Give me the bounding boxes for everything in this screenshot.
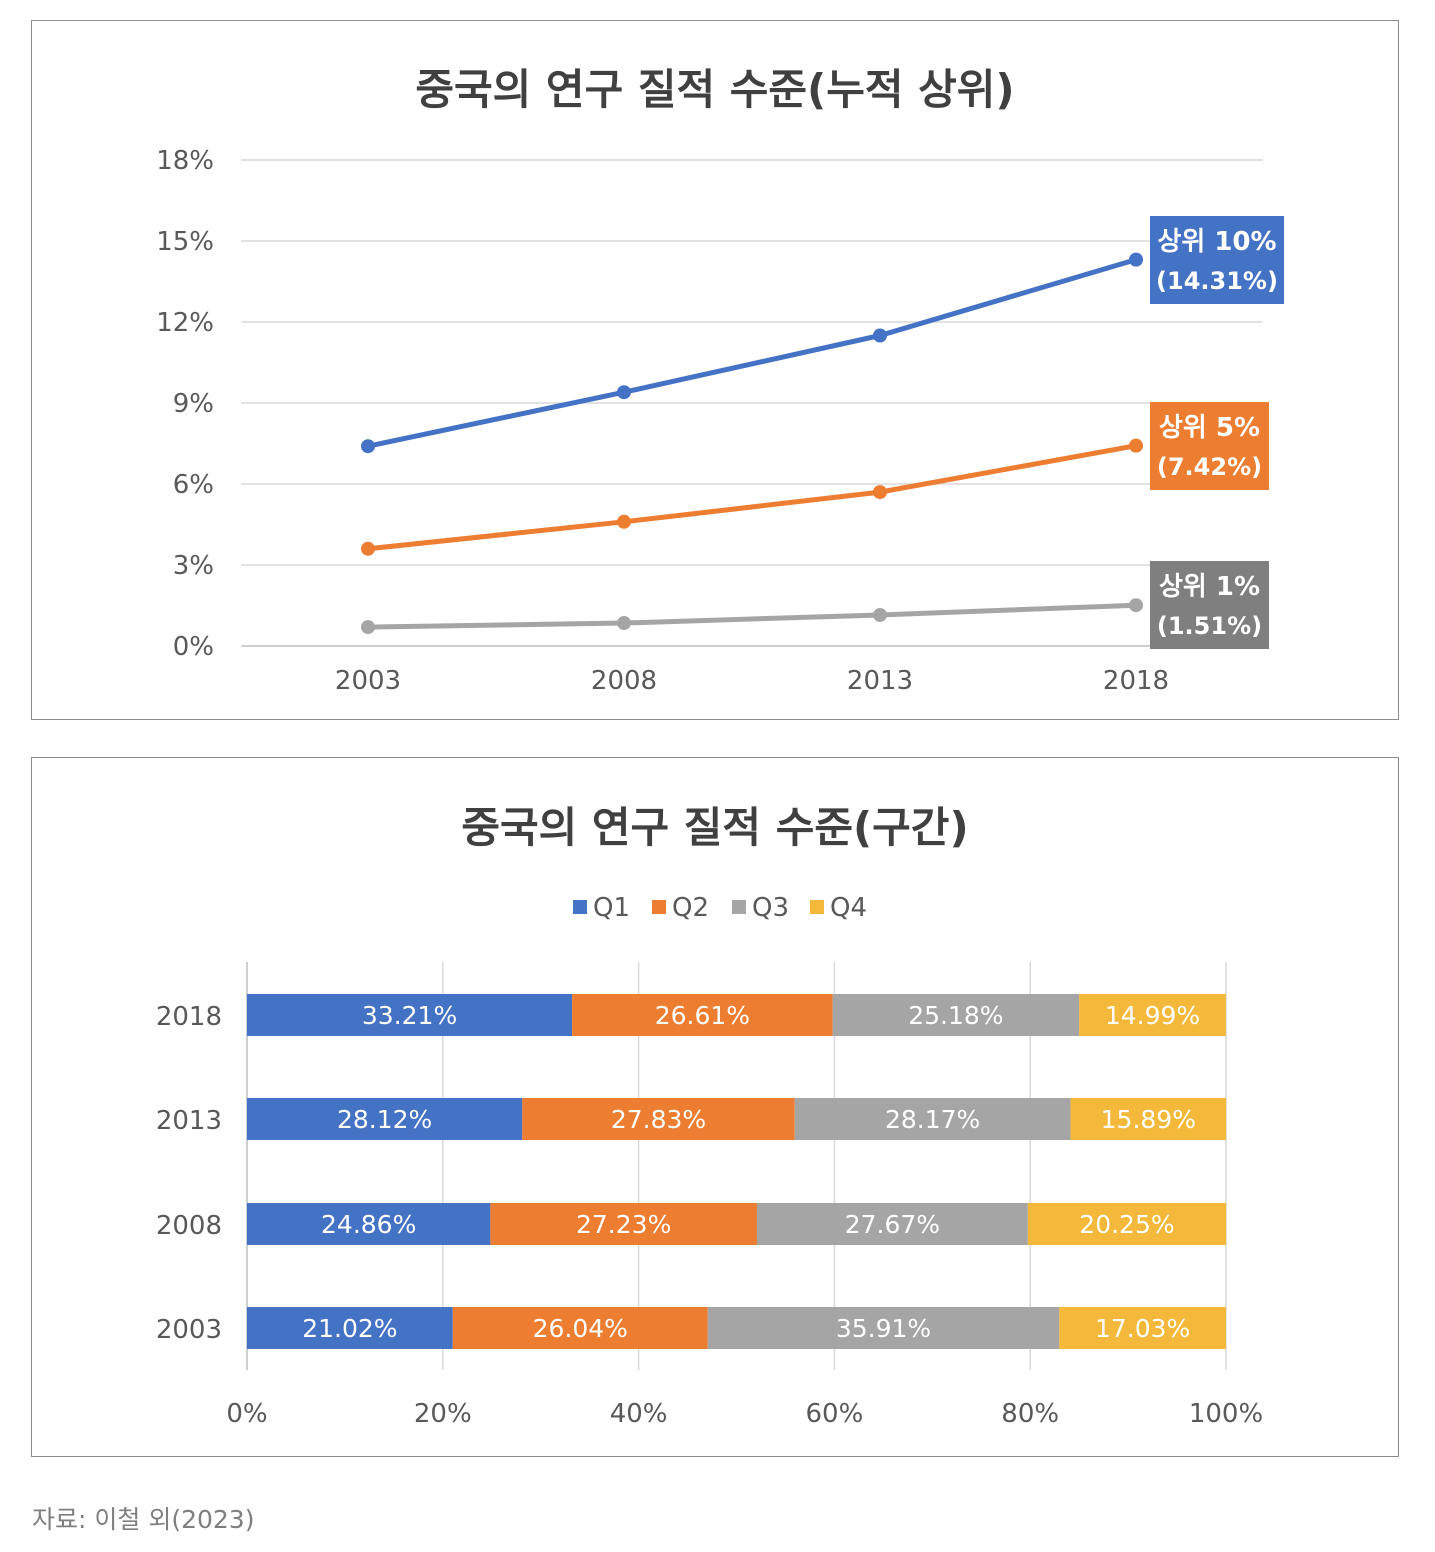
data-label: 21.02% — [302, 1314, 397, 1343]
legend-swatch — [652, 900, 666, 914]
end-label-box — [1150, 402, 1269, 490]
y-tick-label: 6% — [173, 470, 214, 500]
line-chart-panel: 중국의 연구 질적 수준(누적 상위) 0% 3% 6% 9% 12% 15% 18% 2003… — [31, 20, 1399, 720]
end-label-name: 상위 5% — [1159, 413, 1260, 443]
end-label-value: (1.51%) — [1157, 612, 1262, 640]
y-category-label: 2013 — [156, 1106, 222, 1136]
y-category-label: 2003 — [156, 1315, 222, 1345]
x-tick-label: 2003 — [335, 666, 401, 696]
x-tick-label: 2018 — [1103, 666, 1169, 696]
bar-segment — [794, 1098, 1071, 1140]
bar-segment — [572, 994, 833, 1036]
end-label-value: (14.31%) — [1156, 267, 1278, 295]
bar-segment — [247, 994, 573, 1036]
y-tick-label: 15% — [156, 227, 214, 257]
data-label: 28.12% — [337, 1105, 432, 1134]
bar-segment — [1059, 1307, 1226, 1349]
series-line — [365, 257, 1139, 449]
data-label: 17.03% — [1095, 1314, 1190, 1343]
bar-segment — [756, 1203, 1028, 1245]
series-line — [365, 602, 1139, 630]
y-tick-label: 12% — [156, 308, 214, 338]
legend-swatch — [810, 900, 824, 914]
x-tick-label: 20% — [414, 1399, 472, 1429]
data-point — [617, 385, 631, 400]
data-point — [873, 607, 887, 622]
bar-segment — [832, 994, 1080, 1036]
bar-segment — [1079, 994, 1226, 1036]
data-label: 33.21% — [362, 1001, 457, 1030]
data-label: 26.61% — [655, 1001, 750, 1030]
data-point — [1129, 252, 1143, 267]
bar-segment — [490, 1203, 757, 1245]
data-label: 35.91% — [836, 1314, 931, 1343]
chart-title: 중국의 연구 질적 수준(누적 상위) — [415, 65, 1014, 114]
x-tick-label: 100% — [1189, 1399, 1263, 1429]
x-tick-label: 40% — [610, 1399, 668, 1429]
x-tick-label: 60% — [806, 1399, 864, 1429]
y-category-label: 2018 — [156, 1002, 222, 1032]
stacked-bar-chart: 중국의 연구 질적 수준(구간) Q1 Q2 Q3 Q4 0% 20% 40% 60% 80% 10… — [156, 803, 1263, 1429]
y-tick-label: 18% — [156, 146, 214, 176]
data-label: 28.17% — [885, 1105, 980, 1134]
bar-segment — [247, 1203, 491, 1245]
bar-segment — [1027, 1203, 1227, 1245]
data-label: 27.67% — [845, 1210, 940, 1239]
data-label: 20.25% — [1079, 1210, 1174, 1239]
source-note: 자료: 이철 외(2023) — [32, 1505, 255, 1534]
y-category-label: 2008 — [156, 1211, 222, 1241]
bar-segment — [247, 1098, 523, 1140]
data-point — [1129, 438, 1143, 453]
end-label-name: 상위 1% — [1159, 572, 1260, 602]
data-point — [361, 541, 375, 556]
data-label: 27.23% — [576, 1210, 671, 1239]
data-label: 24.86% — [321, 1210, 416, 1239]
bar-segment — [522, 1098, 795, 1140]
data-label: 14.99% — [1105, 1001, 1200, 1030]
data-point — [617, 514, 631, 529]
data-point — [1129, 598, 1143, 613]
legend-label: Q4 — [830, 893, 867, 923]
legend-swatch — [573, 900, 587, 914]
x-tick-label: 0% — [226, 1399, 267, 1429]
data-point — [617, 616, 631, 631]
legend-swatch — [732, 900, 746, 914]
end-label-box — [1150, 216, 1284, 304]
bar-segment — [1070, 1098, 1227, 1140]
end-label-name: 상위 10% — [1157, 227, 1276, 257]
end-label-box — [1150, 561, 1269, 649]
data-label: 27.83% — [611, 1105, 706, 1134]
bar-segment — [452, 1307, 708, 1349]
data-label: 15.89% — [1101, 1105, 1196, 1134]
legend-label: Q2 — [672, 893, 709, 923]
legend-label: Q3 — [752, 893, 789, 923]
bar-segment — [707, 1307, 1060, 1349]
x-tick-label: 2013 — [847, 666, 913, 696]
series-line — [365, 443, 1139, 552]
data-point — [361, 439, 375, 454]
end-label-value: (7.42%) — [1157, 453, 1262, 481]
x-tick-label: 2008 — [591, 666, 657, 696]
data-point — [873, 328, 887, 343]
bar-chart-panel: 중국의 연구 질적 수준(구간) Q1 Q2 Q3 Q4 0% 20% 40% 60% 80% 10… — [31, 757, 1399, 1457]
legend-label: Q1 — [593, 893, 630, 923]
line-chart: 중국의 연구 질적 수준(누적 상위) 0% 3% 6% 9% 12% 15% 18% 2003… — [156, 65, 1284, 696]
data-label: 26.04% — [533, 1314, 628, 1343]
data-point — [873, 485, 887, 500]
data-label: 25.18% — [908, 1001, 1003, 1030]
y-tick-label: 0% — [173, 632, 214, 662]
y-tick-label: 3% — [173, 551, 214, 581]
y-tick-label: 9% — [173, 389, 214, 419]
x-tick-label: 80% — [1001, 1399, 1059, 1429]
data-point — [361, 620, 375, 635]
bar-segment — [247, 1307, 453, 1349]
chart-title: 중국의 연구 질적 수준(구간) — [461, 803, 968, 852]
